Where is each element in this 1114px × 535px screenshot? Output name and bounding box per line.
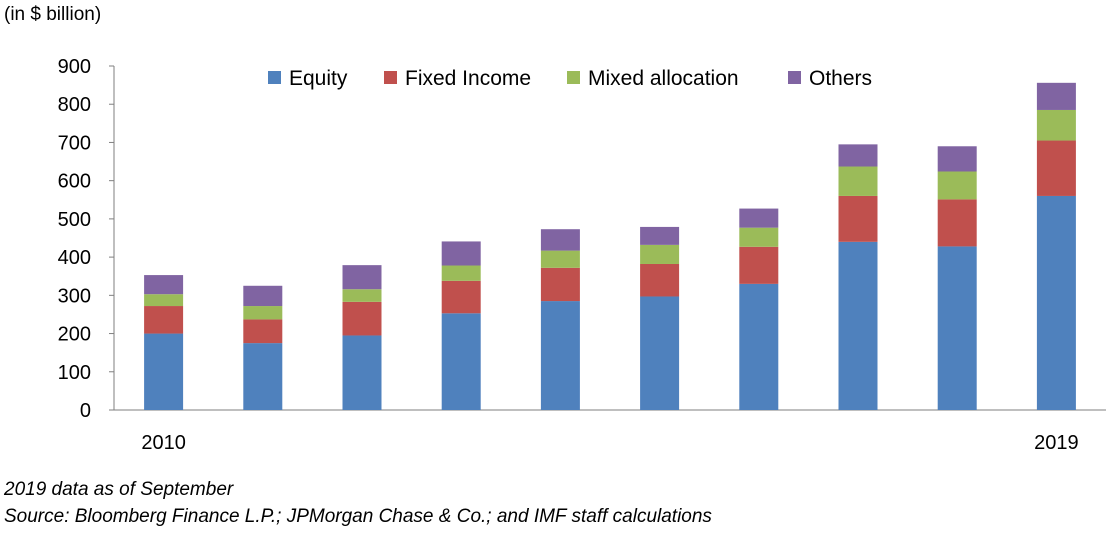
bar-segment-mixed-allocation	[441, 265, 481, 281]
bar-segment-equity	[640, 296, 680, 410]
y-tick-label: 100	[58, 362, 91, 384]
bar-segment-mixed-allocation	[540, 250, 580, 268]
bar-segment-equity	[1036, 195, 1076, 410]
bar-segment-others	[838, 144, 878, 167]
bar-segment-others	[441, 241, 481, 266]
legend-swatch	[384, 71, 397, 84]
unit-label: (in $ billion)	[4, 4, 101, 25]
bar-segment-equity	[937, 246, 977, 410]
bar-segment-others	[144, 275, 184, 295]
x-tick-label: 2019	[1034, 432, 1079, 454]
bar-segment-equity	[540, 301, 580, 410]
bar-segment-others	[739, 208, 779, 228]
y-tick-label: 200	[58, 324, 91, 346]
y-tick-label: 900	[58, 56, 91, 78]
bar-segment-fixed-income	[441, 280, 481, 314]
legend-swatch	[567, 71, 580, 84]
bar-segment-others	[937, 146, 977, 172]
y-tick-label: 700	[58, 132, 91, 154]
y-tick-label: 500	[58, 209, 91, 231]
bar-segment-mixed-allocation	[243, 306, 283, 320]
bar-segment-fixed-income	[1036, 140, 1076, 196]
bar-segment-mixed-allocation	[144, 294, 184, 307]
bar-segment-equity	[144, 333, 184, 410]
legend-label: Equity	[289, 67, 348, 90]
bar-segment-mixed-allocation	[838, 166, 878, 196]
bars-group	[144, 82, 1076, 410]
legend-label: Mixed allocation	[588, 67, 739, 90]
x-tick-label: 2010	[141, 432, 186, 454]
bar-segment-fixed-income	[243, 319, 283, 344]
bar-segment-fixed-income	[640, 263, 680, 297]
x-axis: 2010 2019	[114, 409, 1106, 454]
bar-segment-equity	[838, 241, 878, 410]
y-axis: 0 100 200 300 400 500 600 700 800 900	[58, 56, 115, 422]
bar-segment-others	[1036, 82, 1076, 110]
bar-segment-equity	[739, 283, 779, 410]
bar-segment-equity	[441, 313, 481, 410]
bar-segment-fixed-income	[144, 306, 184, 334]
bar-segment-mixed-allocation	[739, 227, 779, 247]
bar-segment-equity	[342, 335, 382, 410]
footnote-note: 2019 data as of September	[4, 479, 234, 500]
legend-label: Fixed Income	[405, 67, 531, 90]
y-tick-label: 600	[58, 171, 91, 193]
y-tick-label: 400	[58, 247, 91, 269]
bar-segment-others	[243, 285, 283, 307]
legend-label: Others	[809, 67, 872, 90]
y-tick-label: 800	[58, 94, 91, 116]
bar-segment-others	[540, 229, 580, 251]
footnote-source: Source: Bloomberg Finance L.P.; JPMorgan…	[4, 506, 712, 527]
y-tick-label: 300	[58, 285, 91, 307]
bar-segment-equity	[243, 343, 283, 410]
y-tick-label: 0	[80, 400, 91, 422]
bar-segment-mixed-allocation	[342, 289, 382, 302]
legend-swatch	[268, 71, 281, 84]
bar-segment-mixed-allocation	[1036, 109, 1076, 141]
legend-swatch	[788, 71, 801, 84]
bar-segment-fixed-income	[937, 199, 977, 247]
bar-segment-mixed-allocation	[640, 244, 680, 264]
bar-segment-others	[342, 265, 382, 290]
bar-segment-mixed-allocation	[937, 171, 977, 200]
bar-segment-fixed-income	[739, 246, 779, 284]
bar-segment-fixed-income	[838, 195, 878, 242]
bar-segment-fixed-income	[342, 301, 382, 336]
bar-segment-others	[640, 226, 680, 245]
bar-segment-fixed-income	[540, 267, 580, 302]
legend: Equity Fixed Income Mixed allocation Others	[268, 67, 872, 90]
